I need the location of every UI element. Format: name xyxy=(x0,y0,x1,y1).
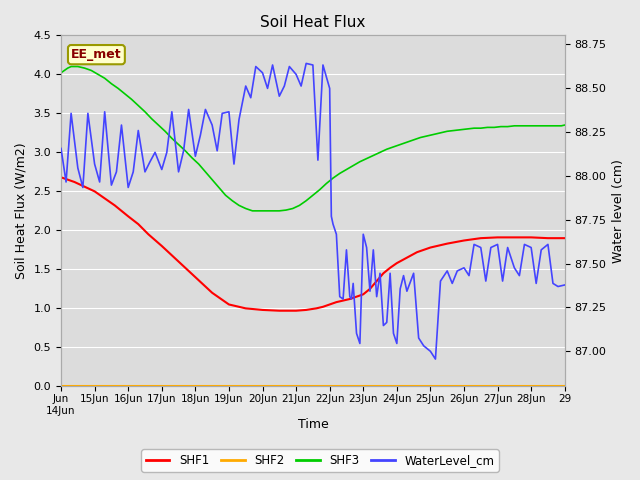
Y-axis label: Soil Heat Flux (W/m2): Soil Heat Flux (W/m2) xyxy=(15,143,28,279)
Legend: SHF1, SHF2, SHF3, WaterLevel_cm: SHF1, SHF2, SHF3, WaterLevel_cm xyxy=(141,449,499,472)
Title: Soil Heat Flux: Soil Heat Flux xyxy=(260,15,365,30)
X-axis label: Time: Time xyxy=(298,419,328,432)
Y-axis label: Water level (cm): Water level (cm) xyxy=(612,159,625,263)
Text: EE_met: EE_met xyxy=(71,48,122,61)
